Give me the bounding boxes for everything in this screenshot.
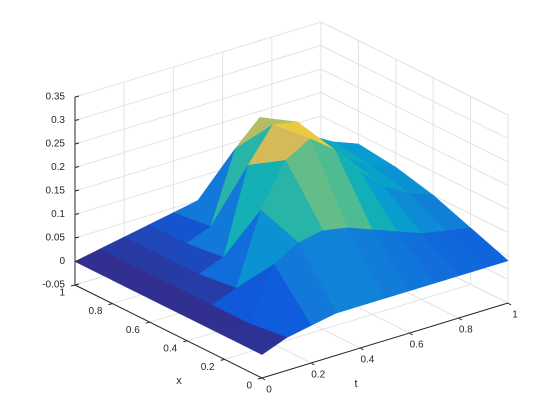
grid-line bbox=[74, 21, 322, 98]
z-tick-label: 0.1 bbox=[51, 209, 65, 220]
x-tick bbox=[108, 303, 113, 306]
z-tick-label: 0.15 bbox=[46, 186, 66, 197]
z-tick-label: -0.05 bbox=[42, 280, 65, 291]
z-tick bbox=[74, 189, 80, 192]
z-tick bbox=[74, 166, 80, 168]
z-tick bbox=[74, 119, 80, 121]
x-tick bbox=[145, 321, 150, 324]
z-tick bbox=[74, 213, 80, 215]
t-tick bbox=[458, 317, 463, 321]
t-axis bbox=[261, 302, 509, 379]
t-tick-label: 0.2 bbox=[311, 370, 325, 381]
x-tick-label: 0.2 bbox=[201, 362, 215, 373]
x-tick bbox=[220, 358, 225, 361]
x-axis bbox=[74, 284, 263, 379]
x-tick-label: 0.6 bbox=[126, 325, 140, 336]
t-tick bbox=[310, 362, 315, 366]
t-tick bbox=[409, 332, 413, 336]
grid-line bbox=[74, 68, 322, 145]
t-axis-label: t bbox=[354, 378, 357, 390]
x-tick bbox=[183, 340, 188, 343]
z-tick bbox=[74, 283, 80, 286]
x-tick-label: 0 bbox=[246, 381, 252, 392]
z-tick-label: 0.2 bbox=[51, 162, 65, 173]
x-axis-label: x bbox=[176, 375, 182, 387]
z-tick bbox=[74, 95, 80, 98]
x-tick bbox=[70, 284, 76, 287]
z-tick bbox=[74, 260, 80, 262]
t-tick bbox=[507, 302, 512, 306]
grid-line bbox=[74, 45, 322, 121]
z-tick bbox=[74, 236, 80, 239]
t-tick bbox=[261, 377, 266, 381]
z-tick-label: 0.3 bbox=[51, 115, 65, 126]
x-tick-label: 1 bbox=[59, 288, 65, 299]
x-tick-label: 0.4 bbox=[163, 343, 177, 354]
z-tick-label: 0.25 bbox=[46, 139, 66, 150]
t-tick-label: 0 bbox=[266, 385, 272, 396]
surface bbox=[74, 117, 509, 355]
t-tick-label: 1 bbox=[512, 310, 518, 321]
t-tick-label: 0.8 bbox=[459, 325, 473, 336]
grid-line bbox=[320, 92, 509, 186]
axes: 00.20.40.60.8100.20.40.60.81-0.0500.050.… bbox=[42, 92, 518, 396]
x-tick bbox=[257, 377, 263, 380]
z-tick-label: 0 bbox=[59, 256, 65, 267]
surface-patch bbox=[223, 323, 288, 355]
z-tick-label: 0.35 bbox=[46, 92, 66, 103]
x-tick-label: 0.8 bbox=[88, 306, 102, 317]
grid-line bbox=[74, 92, 322, 168]
grid-line bbox=[320, 45, 509, 139]
grid-line bbox=[320, 21, 509, 116]
grid-line bbox=[320, 68, 509, 163]
t-tick-label: 0.6 bbox=[410, 340, 424, 351]
t-tick bbox=[360, 347, 364, 351]
grid-line bbox=[320, 115, 509, 210]
t-tick-label: 0.4 bbox=[360, 355, 374, 366]
z-tick bbox=[74, 142, 80, 145]
z-tick-label: 0.05 bbox=[46, 233, 66, 244]
